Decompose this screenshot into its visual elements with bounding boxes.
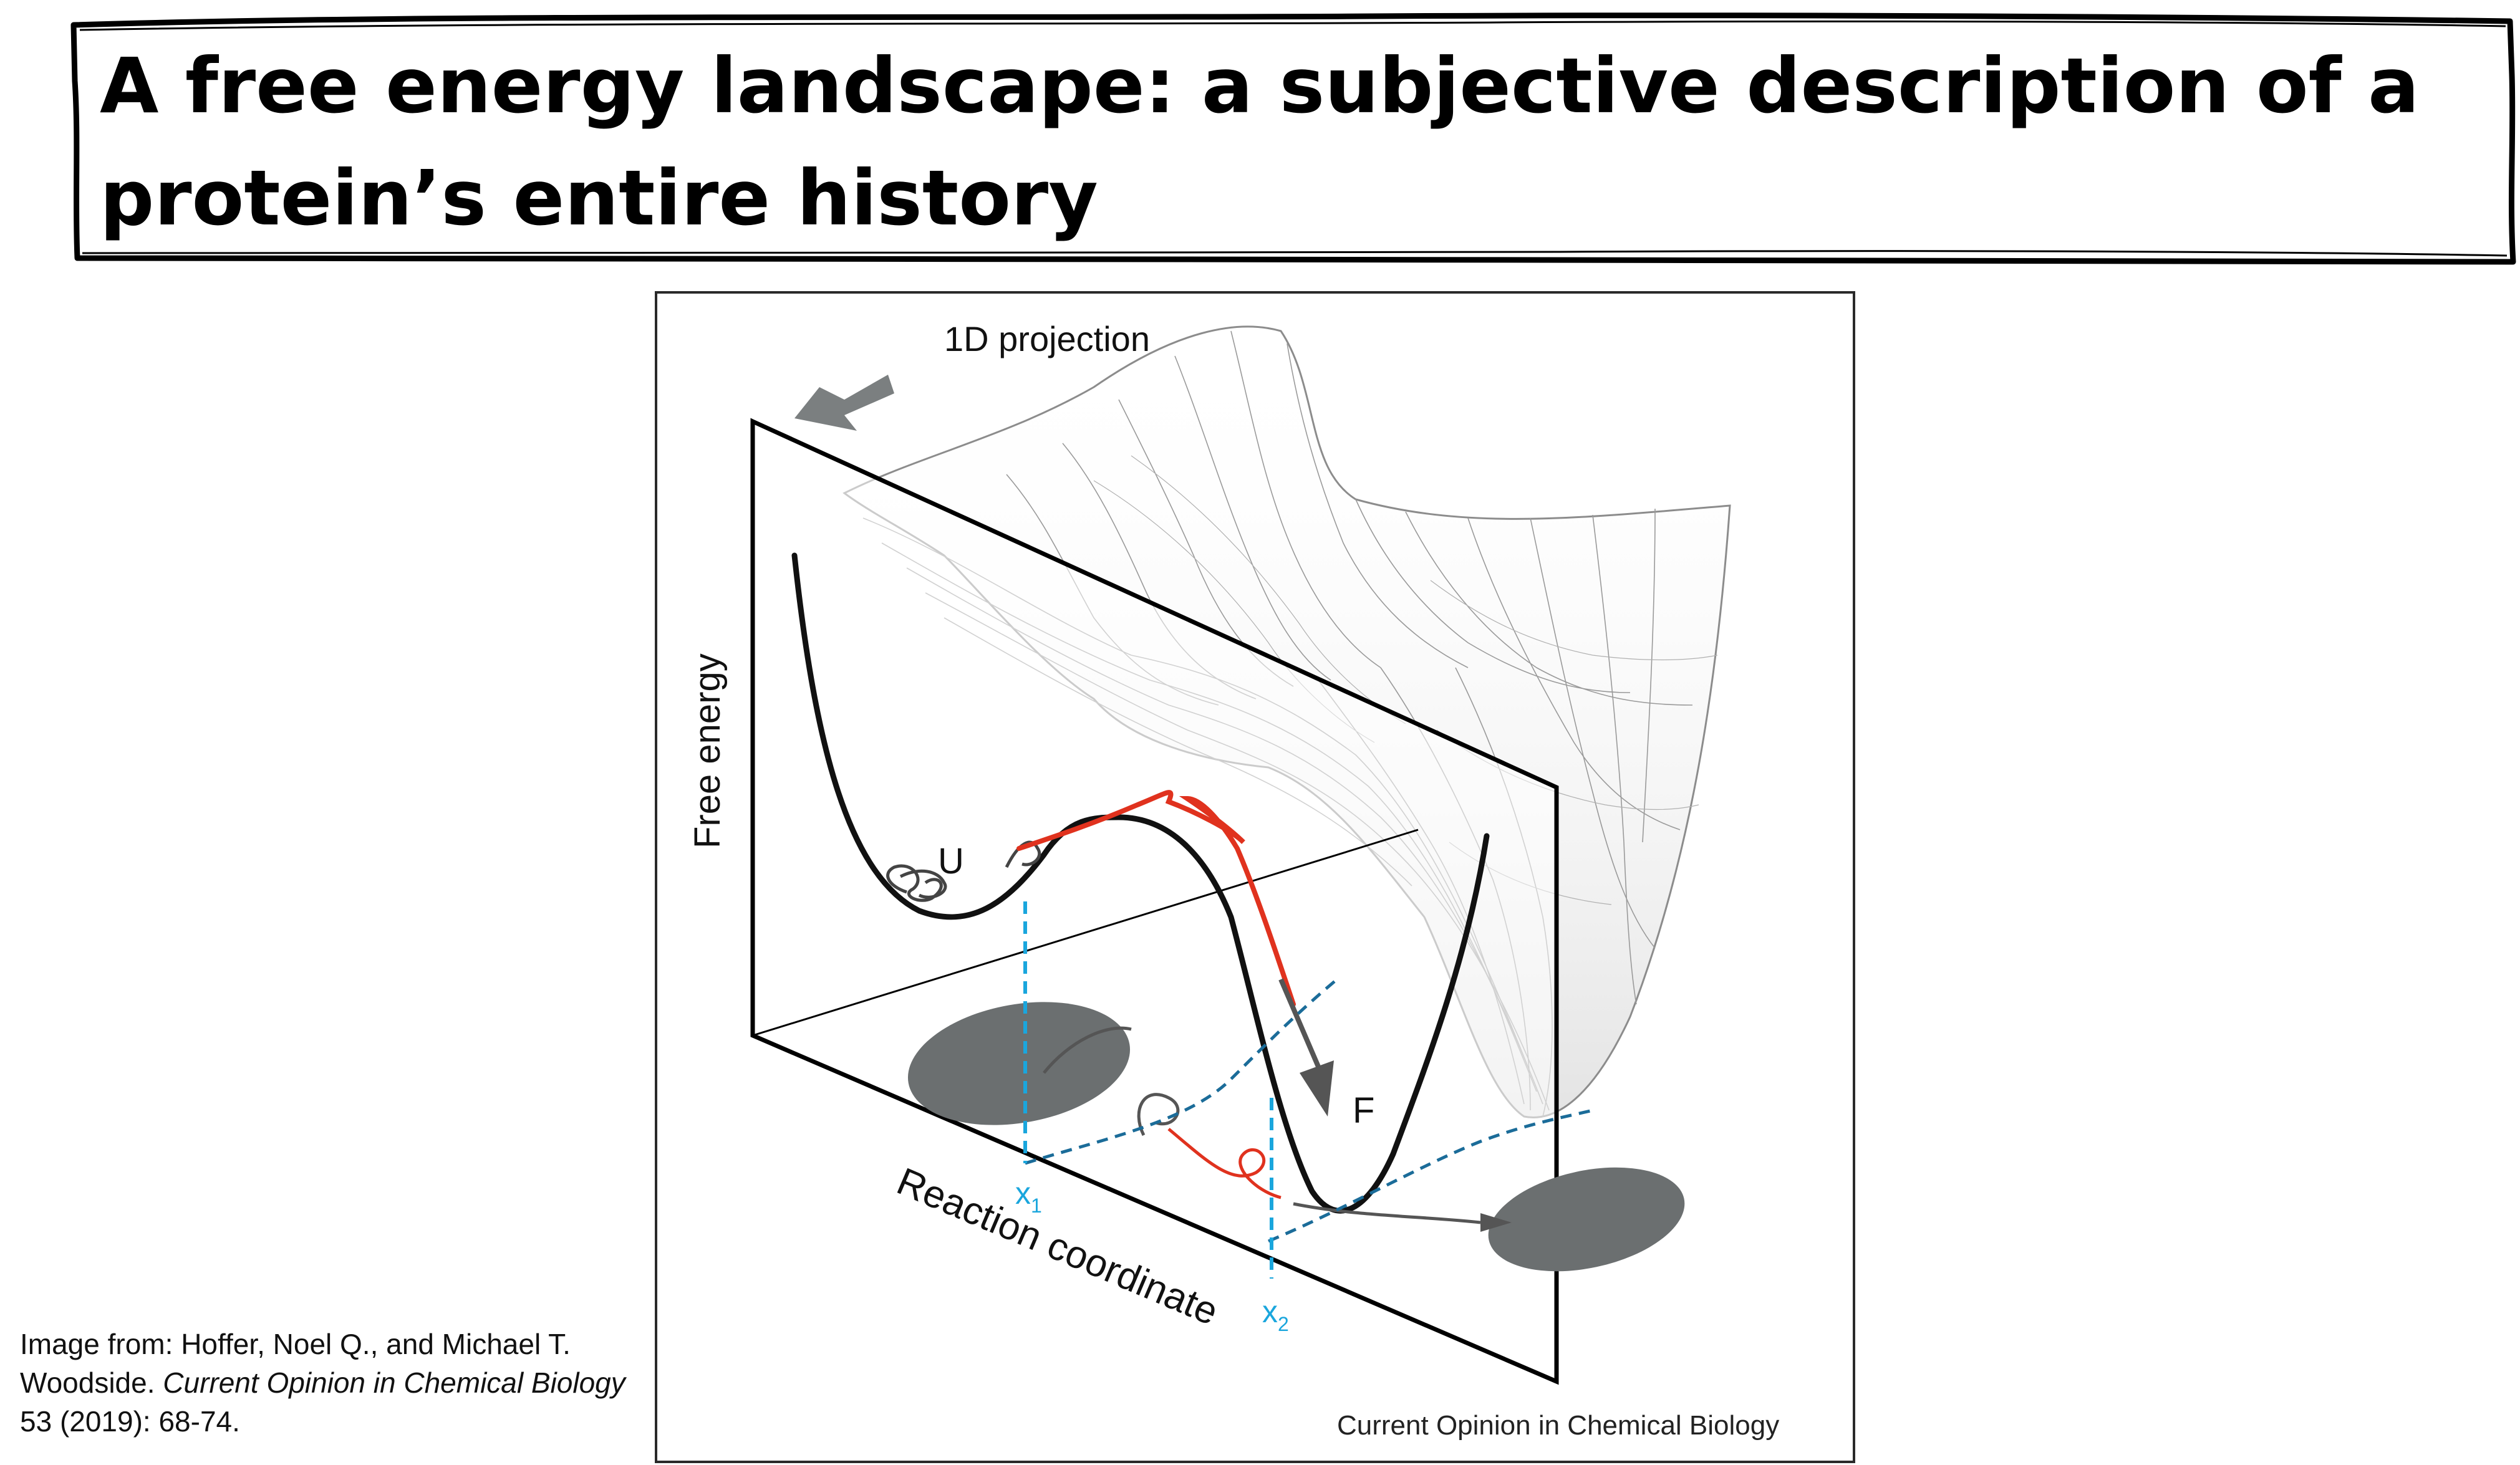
citation-caption: Image from: Hoffer, Noel Q., and Michael… [20,1325,631,1441]
unfolded-state-chain [886,840,1041,902]
title-banner: A free energy landscape: a subjective de… [0,0,2520,274]
free-energy-profile-curve [791,552,1490,1214]
caption-journal: Current Opinion in Chemical Biology [163,1367,625,1399]
title-line-1: A free energy landscape: a subjective de… [100,42,2420,130]
projection-arrow-icon [794,375,894,431]
caption-prefix: Image from: Hoffer, Noel Q., and Michael… [20,1328,571,1399]
fold-arrow-shaft [1278,978,1321,1068]
caption-suffix: 53 (2019): 68-74. [20,1405,240,1438]
figure-frame: 1D projection Free energy Reaction coord… [655,291,1855,1463]
state-f-label: F [1353,1090,1374,1131]
projection-plane [750,418,1559,1385]
y-axis-label: Free energy [687,653,728,848]
folded-shadow-ellipse [1488,1167,1685,1272]
title-line-2: protein’s entire history [100,154,1098,243]
floor-chain-path [1043,1026,1481,1224]
floor-arrow-head-icon [1480,1213,1512,1232]
fold-arrow-head-icon [1300,1060,1334,1117]
dashed-transition-path [1025,978,1593,1243]
state-u-label: U [938,841,964,881]
x2-label: x2 [1262,1294,1289,1335]
free-energy-landscape-figure: 1D projection Free energy Reaction coord… [687,319,1779,1441]
title-border [70,12,2516,265]
slide-title: A free energy landscape: a subjective de… [100,30,2482,254]
journal-credit: Current Opinion in Chemical Biology [1337,1410,1779,1441]
unfolded-shadow-ellipse [907,1002,1131,1125]
x-markers [1023,901,1273,1279]
projection-label: 1D projection [944,319,1150,358]
folding-path-red [1016,790,1296,1007]
x1-label: x1 [1015,1176,1042,1217]
